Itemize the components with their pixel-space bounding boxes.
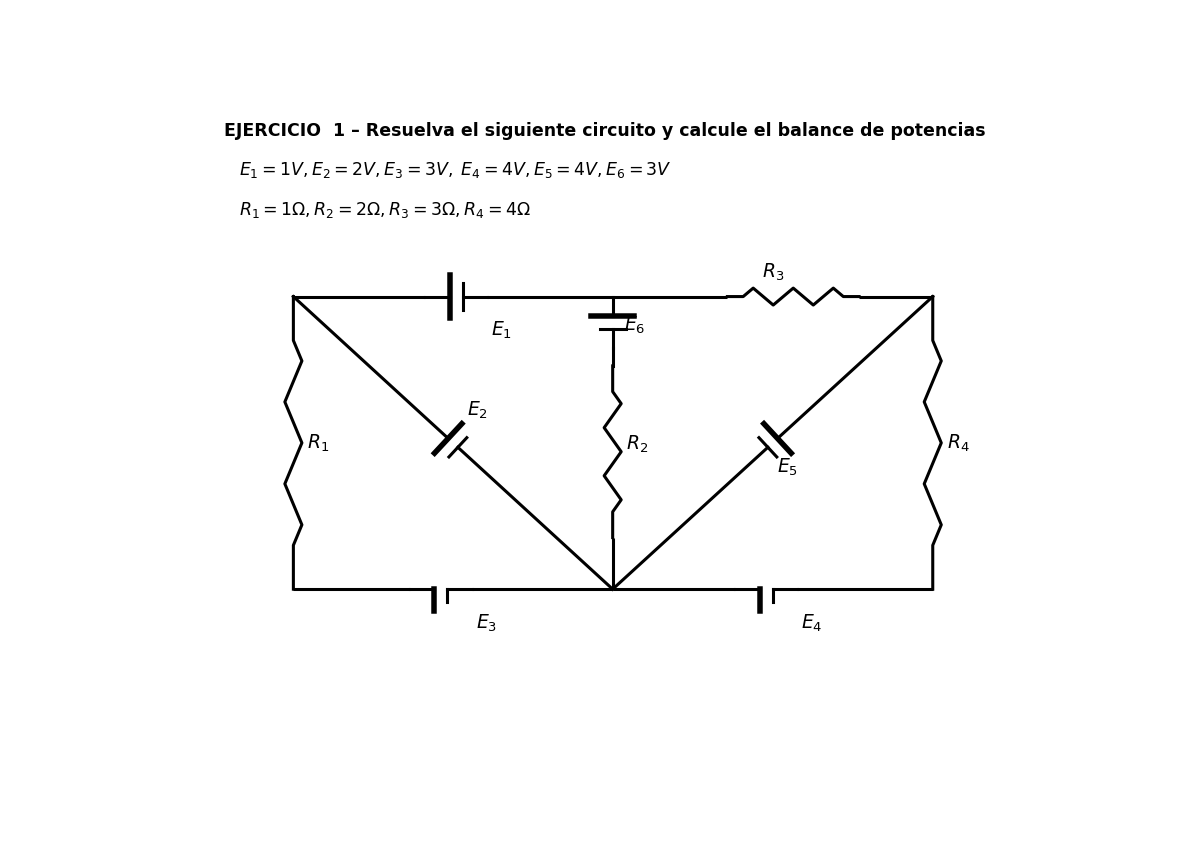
Text: $E_3$: $E_3$ <box>475 612 497 633</box>
Text: $E_4$: $E_4$ <box>802 612 822 633</box>
Text: $R_2$: $R_2$ <box>626 433 648 455</box>
Text: $E_6$: $E_6$ <box>624 315 644 336</box>
Text: $R_1$: $R_1$ <box>307 432 330 454</box>
Text: $E_5$: $E_5$ <box>776 457 798 478</box>
Text: $E_1 = 1V, E_2 = 2V, E_3 = 3V,\; E_4 = 4V, E_5 = 4V, E_6 = 3V$: $E_1 = 1V, E_2 = 2V, E_3 = 3V,\; E_4 = 4… <box>239 159 672 180</box>
Text: $R_3$: $R_3$ <box>762 262 785 283</box>
Text: $R_1 = 1\Omega, R_2 = 2\Omega, R_3 = 3\Omega, R_4 = 4\Omega$: $R_1 = 1\Omega, R_2 = 2\Omega, R_3 = 3\O… <box>239 200 532 220</box>
Text: $E_1$: $E_1$ <box>491 320 512 341</box>
Text: $E_2$: $E_2$ <box>467 400 488 421</box>
Text: EJERCICIO  1 – Resuelva el siguiente circuito y calcule el balance de potencias: EJERCICIO 1 – Resuelva el siguiente circ… <box>224 122 986 140</box>
Text: $R_4$: $R_4$ <box>947 432 970 454</box>
